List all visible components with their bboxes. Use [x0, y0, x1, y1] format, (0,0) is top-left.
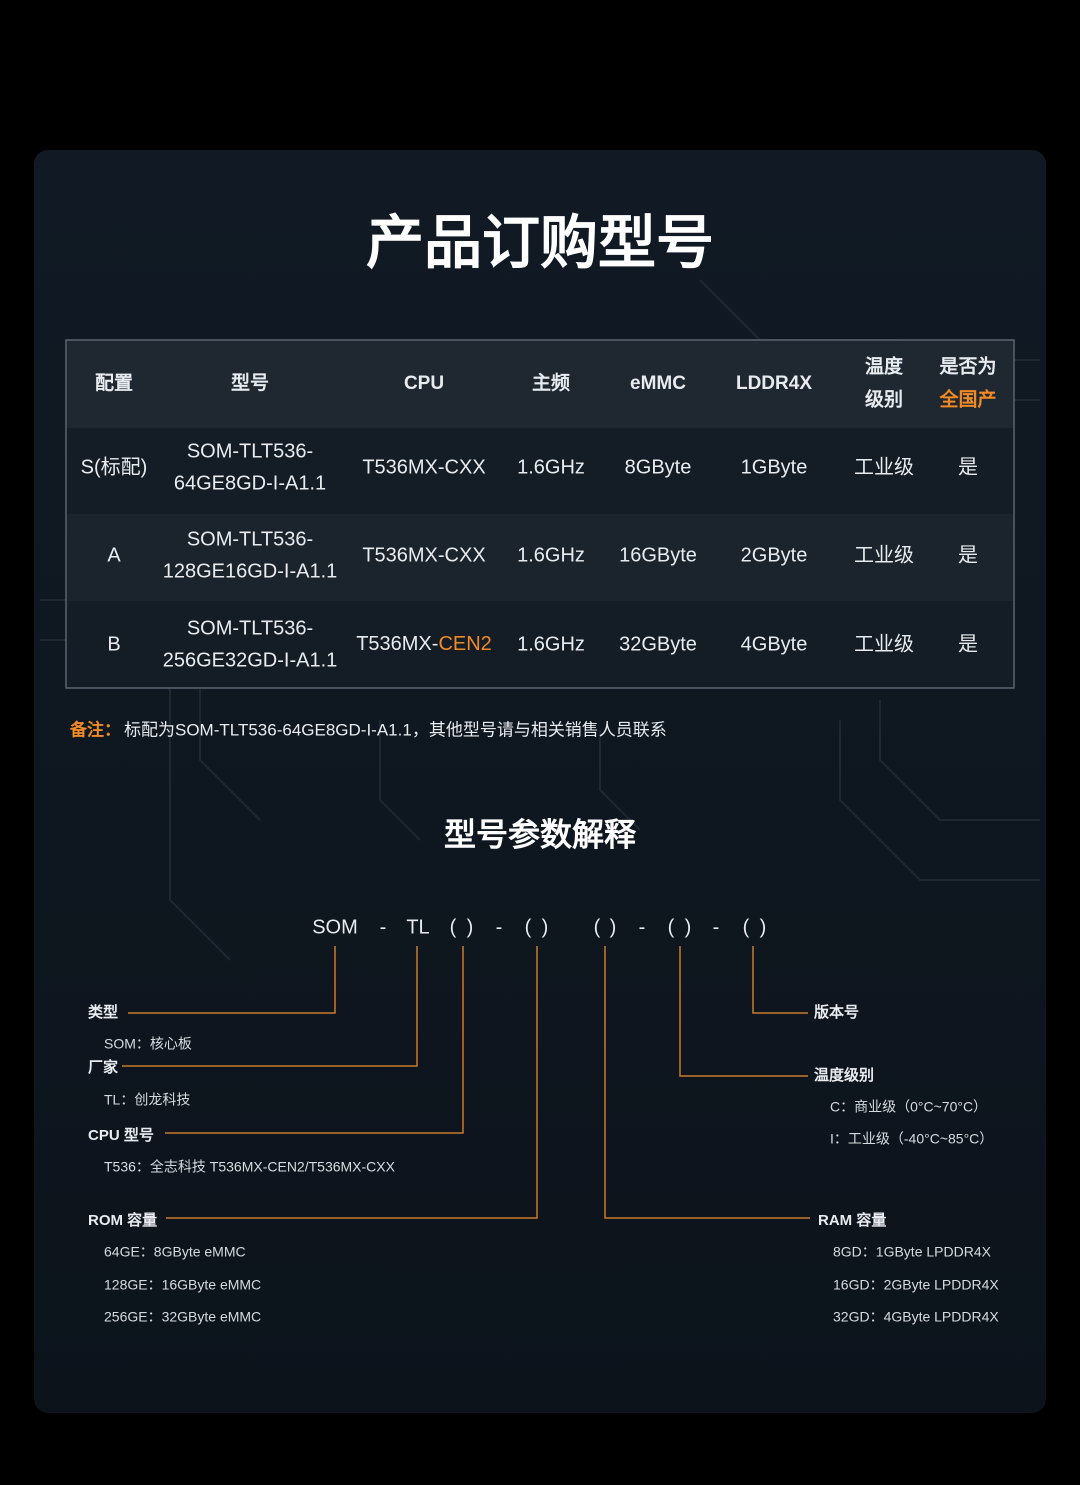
group-label: 类型 [88, 1003, 118, 1021]
group-item: SOM：核心板 [104, 1036, 192, 1052]
model-code-explanation: SOM - TL() -()() -() -()类型SOM：核心板厂家TL：创龙科技CPU… [88, 916, 999, 1324]
code-token: - [639, 916, 646, 938]
header-cell: 主频 [532, 371, 570, 394]
group-item: I：工业级（-40°C~85°C） [830, 1131, 993, 1147]
code-token: ) [760, 916, 767, 938]
table-cell: 1GByte [741, 456, 808, 478]
header-cell: 全国产 [938, 388, 996, 411]
group-item: T536：全志科技 T536MX-CEN2/T536MX-CXX [104, 1159, 396, 1175]
leader-line [166, 946, 538, 1219]
table-cell: 64GE8GD-I-A1.1 [174, 472, 326, 494]
group-label: 版本号 [814, 1003, 859, 1021]
group-item: C：商业级（0°C~70°C） [830, 1099, 987, 1115]
table-cell: 是 [958, 544, 978, 566]
table-cell: S(标配) [81, 455, 148, 478]
table-cell: 1.6GHz [517, 633, 585, 655]
leader-line [752, 946, 808, 1014]
table-row-bg [66, 601, 1014, 688]
group-label: ROM 容量 [88, 1211, 157, 1229]
page-title: 产品订购型号 [366, 210, 714, 275]
code-token: ) [467, 916, 474, 938]
leader-line [679, 946, 808, 1077]
note-text: 标配为SOM-TLT536-64GE8GD-I-A1.1，其他型号请与相关销售人… [124, 720, 667, 739]
group-item: 64GE：8GByte eMMC [104, 1244, 246, 1260]
code-token: - [380, 916, 387, 938]
table-cell: T536MX-CEN2 [356, 633, 492, 655]
table-cell: SOM-TLT536- [187, 440, 313, 462]
header-cell: 温度 [865, 355, 904, 378]
table-cell: 工业级 [854, 632, 914, 655]
section-title: 型号参数解释 [444, 816, 637, 852]
table-header-bg [66, 340, 1014, 428]
table-cell: 1.6GHz [517, 456, 585, 478]
leader-line [165, 946, 464, 1134]
table-cell: 128GE16GD-I-A1.1 [163, 560, 338, 582]
table-cell: 工业级 [854, 455, 914, 478]
table-cell-part: T536MX- [356, 633, 438, 655]
table-cell: 8GByte [625, 456, 692, 478]
table-cell: B [107, 633, 120, 655]
table-cell: 1.6GHz [517, 544, 585, 566]
table-cell: 16GByte [619, 544, 697, 566]
table-cell: SOM-TLT536- [187, 617, 313, 639]
leader-line [122, 946, 418, 1067]
group-item: 128GE：16GByte eMMC [104, 1277, 261, 1293]
table-cell: 是 [958, 633, 978, 655]
table-cell-part: CEN2 [438, 633, 491, 655]
group-item: TL：创龙科技 [104, 1092, 190, 1108]
group-label: 厂家 [88, 1058, 118, 1076]
header-cell: LDDR4X [736, 373, 812, 394]
group-item: 256GE：32GByte eMMC [104, 1309, 261, 1325]
table-row-bg [66, 428, 1014, 514]
code-token: ) [542, 916, 549, 938]
group-label: RAM 容量 [818, 1211, 886, 1229]
table-cell: 是 [958, 456, 978, 478]
group-item: 16GD：2GByte LPDDR4X [833, 1277, 999, 1293]
code-token: - [496, 916, 503, 938]
header-cell: CPU [404, 373, 444, 394]
table-cell: 工业级 [854, 543, 914, 566]
header-cell: 是否为 [939, 355, 996, 378]
header-cell: eMMC [630, 373, 686, 394]
leader-line [604, 946, 810, 1219]
leader-line [128, 946, 336, 1014]
table-border [65, 339, 1015, 689]
table-cell: 32GByte [619, 633, 697, 655]
table-cell: 2GByte [741, 544, 808, 566]
group-label: 温度级别 [814, 1066, 874, 1084]
header-cell: 型号 [231, 371, 269, 394]
code-token: ( [525, 916, 532, 938]
table-cell: 4GByte [741, 633, 808, 655]
group-item: 32GD：4GByte LPDDR4X [833, 1309, 999, 1325]
code-token: ) [685, 916, 692, 938]
code-token: SOM [312, 916, 358, 938]
group-item: 8GD：1GByte LPDDR4X [833, 1244, 992, 1260]
table-cell: T536MX-CXX [362, 544, 485, 566]
group-label: CPU 型号 [88, 1126, 154, 1144]
code-token: TL [406, 916, 429, 938]
note-label: 备注： [69, 719, 121, 739]
table-cell: SOM-TLT536- [187, 528, 313, 550]
table-cell: T536MX-CXX [362, 456, 485, 478]
table-row-bg [66, 514, 1014, 601]
header-cell: 配置 [95, 372, 133, 394]
table-cell: A [107, 544, 121, 566]
code-token: ( [450, 916, 457, 938]
code-token: ( [668, 916, 675, 938]
code-token: ) [610, 916, 617, 938]
code-token: ( [594, 916, 601, 938]
table-cell: 256GE32GD-I-A1.1 [163, 649, 338, 671]
code-token: - [713, 916, 720, 938]
code-token: ( [743, 916, 750, 938]
header-cell: 级别 [865, 388, 903, 411]
